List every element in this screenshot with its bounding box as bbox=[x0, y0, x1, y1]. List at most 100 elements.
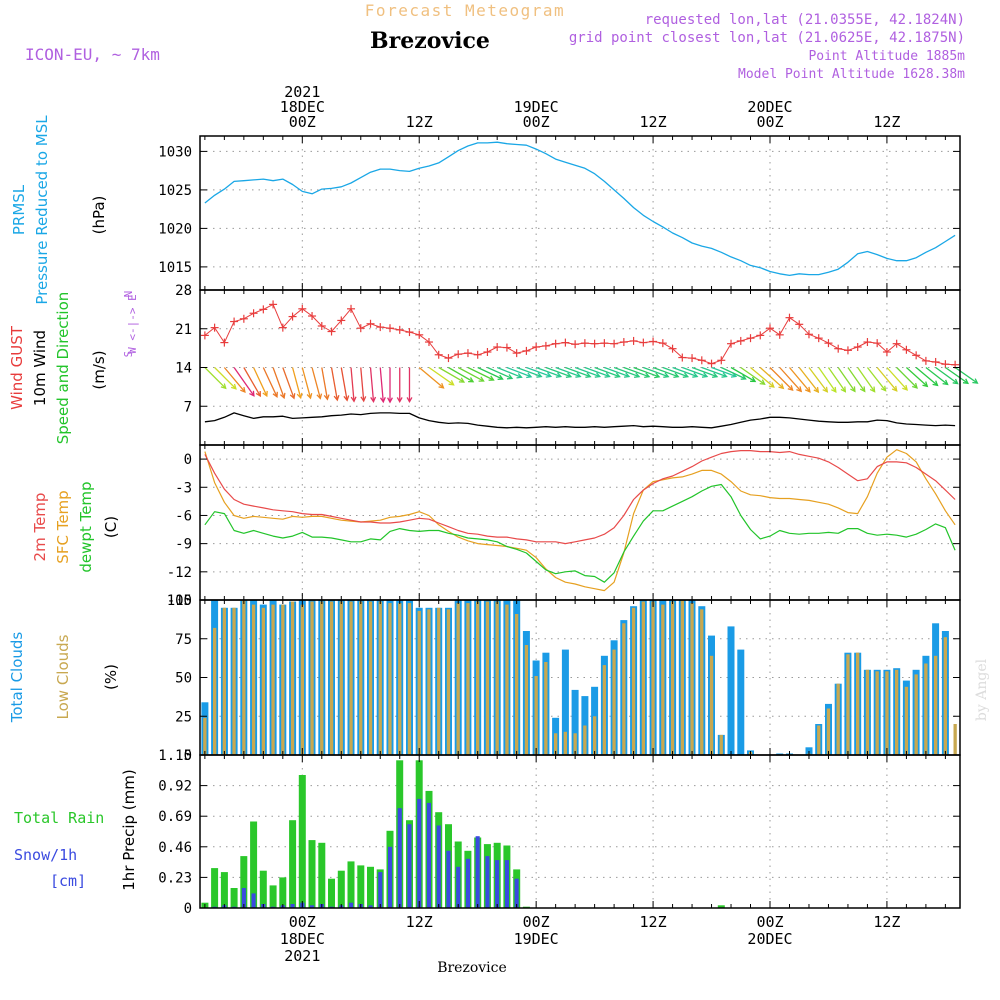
wind-arrow-head bbox=[272, 391, 278, 399]
time-label-top: 20DEC bbox=[747, 98, 792, 116]
wind-arrow-head bbox=[488, 375, 495, 381]
wind-direction-arrow bbox=[633, 366, 660, 378]
y-tick-label: -3 bbox=[175, 480, 192, 496]
low-cloud-bar bbox=[953, 724, 957, 755]
low-cloud-bar bbox=[885, 671, 889, 755]
wind-direction-arrow bbox=[321, 367, 329, 400]
wind-arrow-head bbox=[323, 394, 330, 401]
wind-direction-arrow bbox=[945, 366, 969, 384]
low-cloud-bar bbox=[446, 609, 451, 755]
wind-direction-arrow bbox=[565, 366, 591, 378]
wind-arrow-head bbox=[458, 377, 466, 383]
wind-direction-arrow bbox=[487, 366, 513, 380]
time-label-bottom: 00Z bbox=[523, 913, 550, 931]
rain-bar bbox=[318, 842, 326, 908]
precip-panel-labels: Total Rain Snow/1h [cm] 1hr Precip (mm) bbox=[14, 769, 138, 890]
panel-frame bbox=[199, 444, 961, 601]
wind-direction-arrow bbox=[477, 366, 503, 380]
cloud-label-low: Low Clouds bbox=[54, 634, 72, 719]
low-cloud-bar bbox=[602, 665, 606, 755]
low-cloud-bar bbox=[836, 683, 840, 755]
wind-direction-arrow bbox=[594, 366, 620, 378]
y-tick-label: 21 bbox=[175, 322, 192, 338]
snow-bar bbox=[241, 888, 246, 908]
model-label: ICON-EU, ~ 7km bbox=[25, 45, 160, 64]
snow-bar bbox=[378, 872, 383, 908]
low-cloud-bar bbox=[456, 603, 460, 755]
low-cloud-bar bbox=[670, 601, 675, 755]
wind-direction-arrow bbox=[847, 367, 866, 392]
wind-label-speed-dir: Speed and Direction bbox=[54, 292, 72, 445]
low-cloud-bar bbox=[534, 676, 538, 755]
wind-direction-arrow bbox=[876, 367, 898, 392]
wind-arrow-head bbox=[249, 390, 255, 397]
wind-direction-arrow bbox=[253, 367, 268, 397]
rain-bar bbox=[357, 865, 365, 908]
wind-direction-arrow bbox=[379, 367, 384, 402]
total-cloud-bar bbox=[561, 649, 569, 755]
wind-arrow-head bbox=[813, 386, 820, 394]
wind-label-gust: Wind GUST bbox=[8, 325, 26, 410]
station-title: Brezovice bbox=[370, 28, 490, 54]
frames-layer bbox=[199, 135, 961, 909]
point-altitude: Point Altitude 1885m bbox=[808, 49, 965, 64]
wind-arrow-head bbox=[350, 396, 357, 403]
time-label-top: 00Z bbox=[756, 113, 783, 131]
low-cloud-bar bbox=[700, 609, 704, 755]
wind-direction-arrow bbox=[750, 367, 775, 388]
forecast-label: Forecast Meteogram bbox=[365, 1, 565, 20]
wind-arrow-head bbox=[536, 372, 543, 378]
wind-arrow-head bbox=[506, 374, 514, 380]
rain-bar bbox=[347, 861, 355, 908]
wind-direction-arrow bbox=[954, 366, 978, 384]
wind-arrow-head bbox=[750, 376, 757, 383]
wind-speed-line bbox=[204, 412, 956, 429]
wind-arrow-head bbox=[624, 372, 631, 378]
wind-arrow-head bbox=[575, 372, 582, 378]
y-tick-label: 0.69 bbox=[158, 809, 192, 825]
wind-arrow-head bbox=[673, 372, 680, 379]
snow-bar bbox=[290, 904, 295, 908]
low-cloud-bar bbox=[310, 601, 314, 755]
time-label-top: 12Z bbox=[406, 113, 433, 131]
wind-arrow-head bbox=[759, 379, 766, 385]
low-cloud-bar bbox=[251, 604, 256, 755]
rain-bar bbox=[279, 877, 287, 908]
low-cloud-bar bbox=[261, 607, 265, 756]
wind-arrow-head bbox=[516, 373, 523, 379]
rain-bar bbox=[230, 888, 238, 908]
wind-direction-arrow bbox=[711, 366, 737, 377]
y-tick-label: 0.46 bbox=[158, 840, 192, 856]
low-cloud-bar bbox=[895, 669, 899, 756]
wind-direction-arrow bbox=[604, 366, 630, 378]
axes-layer: 1015 1020 1025 1030 7 14 21 28 -15 -12 -9 -6 -3 0 0 25 5… bbox=[158, 83, 900, 965]
wind-direction-arrow bbox=[545, 366, 572, 378]
rain-bar bbox=[328, 878, 335, 908]
precip-label-cm: [cm] bbox=[50, 872, 86, 890]
time-label-bottom: 12Z bbox=[873, 913, 900, 931]
time-label-bottom: 12Z bbox=[406, 913, 433, 931]
low-cloud-bar bbox=[914, 674, 918, 755]
y-tick-label: 1015 bbox=[158, 260, 192, 276]
low-cloud-bar bbox=[417, 610, 421, 755]
low-cloud-bar bbox=[934, 655, 938, 755]
low-cloud-bar bbox=[856, 652, 860, 755]
snow-bar bbox=[456, 866, 461, 908]
wind-direction-arrow bbox=[798, 367, 819, 393]
wind-direction-arrow bbox=[905, 367, 928, 387]
low-cloud-bar bbox=[320, 601, 324, 755]
low-cloud-bar bbox=[924, 663, 928, 755]
pressure-line bbox=[204, 141, 956, 277]
total-cloud-bar bbox=[571, 689, 579, 755]
wind-arrow-head bbox=[396, 397, 403, 404]
low-cloud-bar bbox=[680, 600, 684, 755]
marks-layer bbox=[200, 141, 979, 908]
wind-arrow-head bbox=[555, 372, 563, 378]
wind-direction-arrow bbox=[448, 366, 474, 383]
wind-direction-arrow bbox=[925, 366, 948, 385]
wind-direction-arrow bbox=[428, 366, 454, 386]
low-cloud-bar bbox=[515, 614, 519, 755]
snow-bar bbox=[310, 905, 315, 908]
